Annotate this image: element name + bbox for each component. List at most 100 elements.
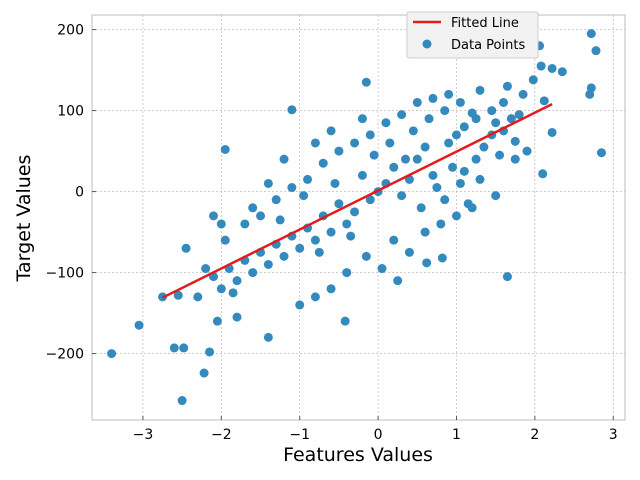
- x-axis-label: Features Values: [283, 444, 433, 466]
- data-point: [212, 316, 222, 326]
- data-point: [173, 290, 183, 300]
- data-point: [377, 264, 387, 274]
- plot-area: [91, 14, 626, 421]
- data-point: [502, 272, 512, 282]
- data-point: [436, 219, 446, 229]
- data-point: [361, 77, 371, 87]
- data-point: [350, 207, 360, 217]
- data-point: [279, 154, 289, 164]
- data-point: [350, 138, 360, 148]
- data-point: [451, 211, 461, 221]
- data-point: [346, 231, 356, 241]
- data-point: [310, 292, 320, 302]
- data-point: [365, 195, 375, 205]
- data-point: [495, 150, 505, 160]
- data-point: [502, 81, 512, 91]
- x-tick-label: 0: [374, 427, 383, 443]
- data-point: [314, 247, 324, 257]
- y-tick-label: 100: [57, 104, 84, 120]
- data-point: [287, 105, 297, 115]
- data-point: [318, 158, 328, 168]
- data-point: [389, 162, 399, 172]
- data-point: [326, 227, 336, 237]
- data-point: [491, 118, 501, 128]
- data-point: [228, 288, 238, 298]
- data-point: [134, 320, 144, 330]
- data-point: [506, 114, 516, 124]
- data-point: [451, 130, 461, 140]
- data-point: [330, 178, 340, 188]
- data-point: [193, 292, 203, 302]
- x-tick-label: 1: [452, 427, 461, 443]
- data-point: [510, 136, 520, 146]
- data-point: [334, 199, 344, 209]
- data-points-series: [107, 29, 606, 406]
- data-point: [381, 118, 391, 128]
- data-point: [216, 284, 226, 294]
- data-point: [361, 251, 371, 261]
- data-point: [240, 219, 250, 229]
- data-point: [181, 243, 191, 253]
- data-point: [596, 148, 606, 158]
- data-point: [326, 126, 336, 136]
- data-point: [397, 191, 407, 201]
- data-point: [475, 174, 485, 184]
- data-point: [201, 264, 211, 274]
- data-point: [404, 247, 414, 257]
- data-point: [510, 154, 520, 164]
- data-point: [420, 142, 430, 152]
- data-point: [208, 211, 218, 221]
- data-point: [471, 114, 481, 124]
- data-point: [479, 142, 489, 152]
- y-tick-label: −200: [46, 347, 84, 363]
- data-point: [422, 258, 432, 268]
- data-point: [299, 191, 309, 201]
- data-point: [357, 170, 367, 180]
- data-point: [275, 215, 285, 225]
- data-point: [340, 316, 350, 326]
- data-point: [424, 114, 434, 124]
- data-point: [416, 203, 426, 213]
- legend: Fitted Line Data Points: [406, 11, 539, 59]
- legend-point-swatch: [422, 39, 432, 49]
- data-point: [334, 146, 344, 156]
- data-point: [412, 154, 422, 164]
- data-point: [412, 97, 422, 107]
- data-point: [408, 126, 418, 136]
- legend-box: [406, 11, 539, 59]
- data-point: [467, 203, 477, 213]
- data-point: [385, 138, 395, 148]
- x-tick-label: 2: [530, 427, 539, 443]
- data-point: [295, 243, 305, 253]
- data-point: [536, 61, 546, 71]
- data-point: [232, 312, 242, 322]
- x-tick-label: −3: [133, 427, 154, 443]
- data-point: [310, 138, 320, 148]
- data-point: [459, 122, 469, 132]
- y-tick-label: 200: [57, 23, 84, 39]
- data-point: [107, 349, 117, 359]
- data-point: [232, 276, 242, 286]
- data-point: [169, 343, 179, 353]
- y-tick-label: 0: [75, 185, 84, 201]
- data-point: [455, 97, 465, 107]
- data-point: [389, 235, 399, 245]
- data-point: [444, 89, 454, 99]
- data-point: [491, 191, 501, 201]
- data-point: [432, 183, 442, 193]
- data-point: [440, 106, 450, 116]
- data-point: [326, 284, 336, 294]
- data-point: [205, 347, 215, 357]
- data-point: [248, 203, 258, 213]
- x-tick-label: −2: [211, 427, 232, 443]
- data-point: [216, 219, 226, 229]
- data-point: [522, 146, 532, 156]
- data-point: [591, 46, 601, 56]
- data-point: [295, 300, 305, 310]
- data-point: [557, 67, 567, 77]
- x-tick-label: −1: [289, 427, 310, 443]
- data-point: [475, 85, 485, 95]
- data-point: [365, 130, 375, 140]
- data-point: [420, 227, 430, 237]
